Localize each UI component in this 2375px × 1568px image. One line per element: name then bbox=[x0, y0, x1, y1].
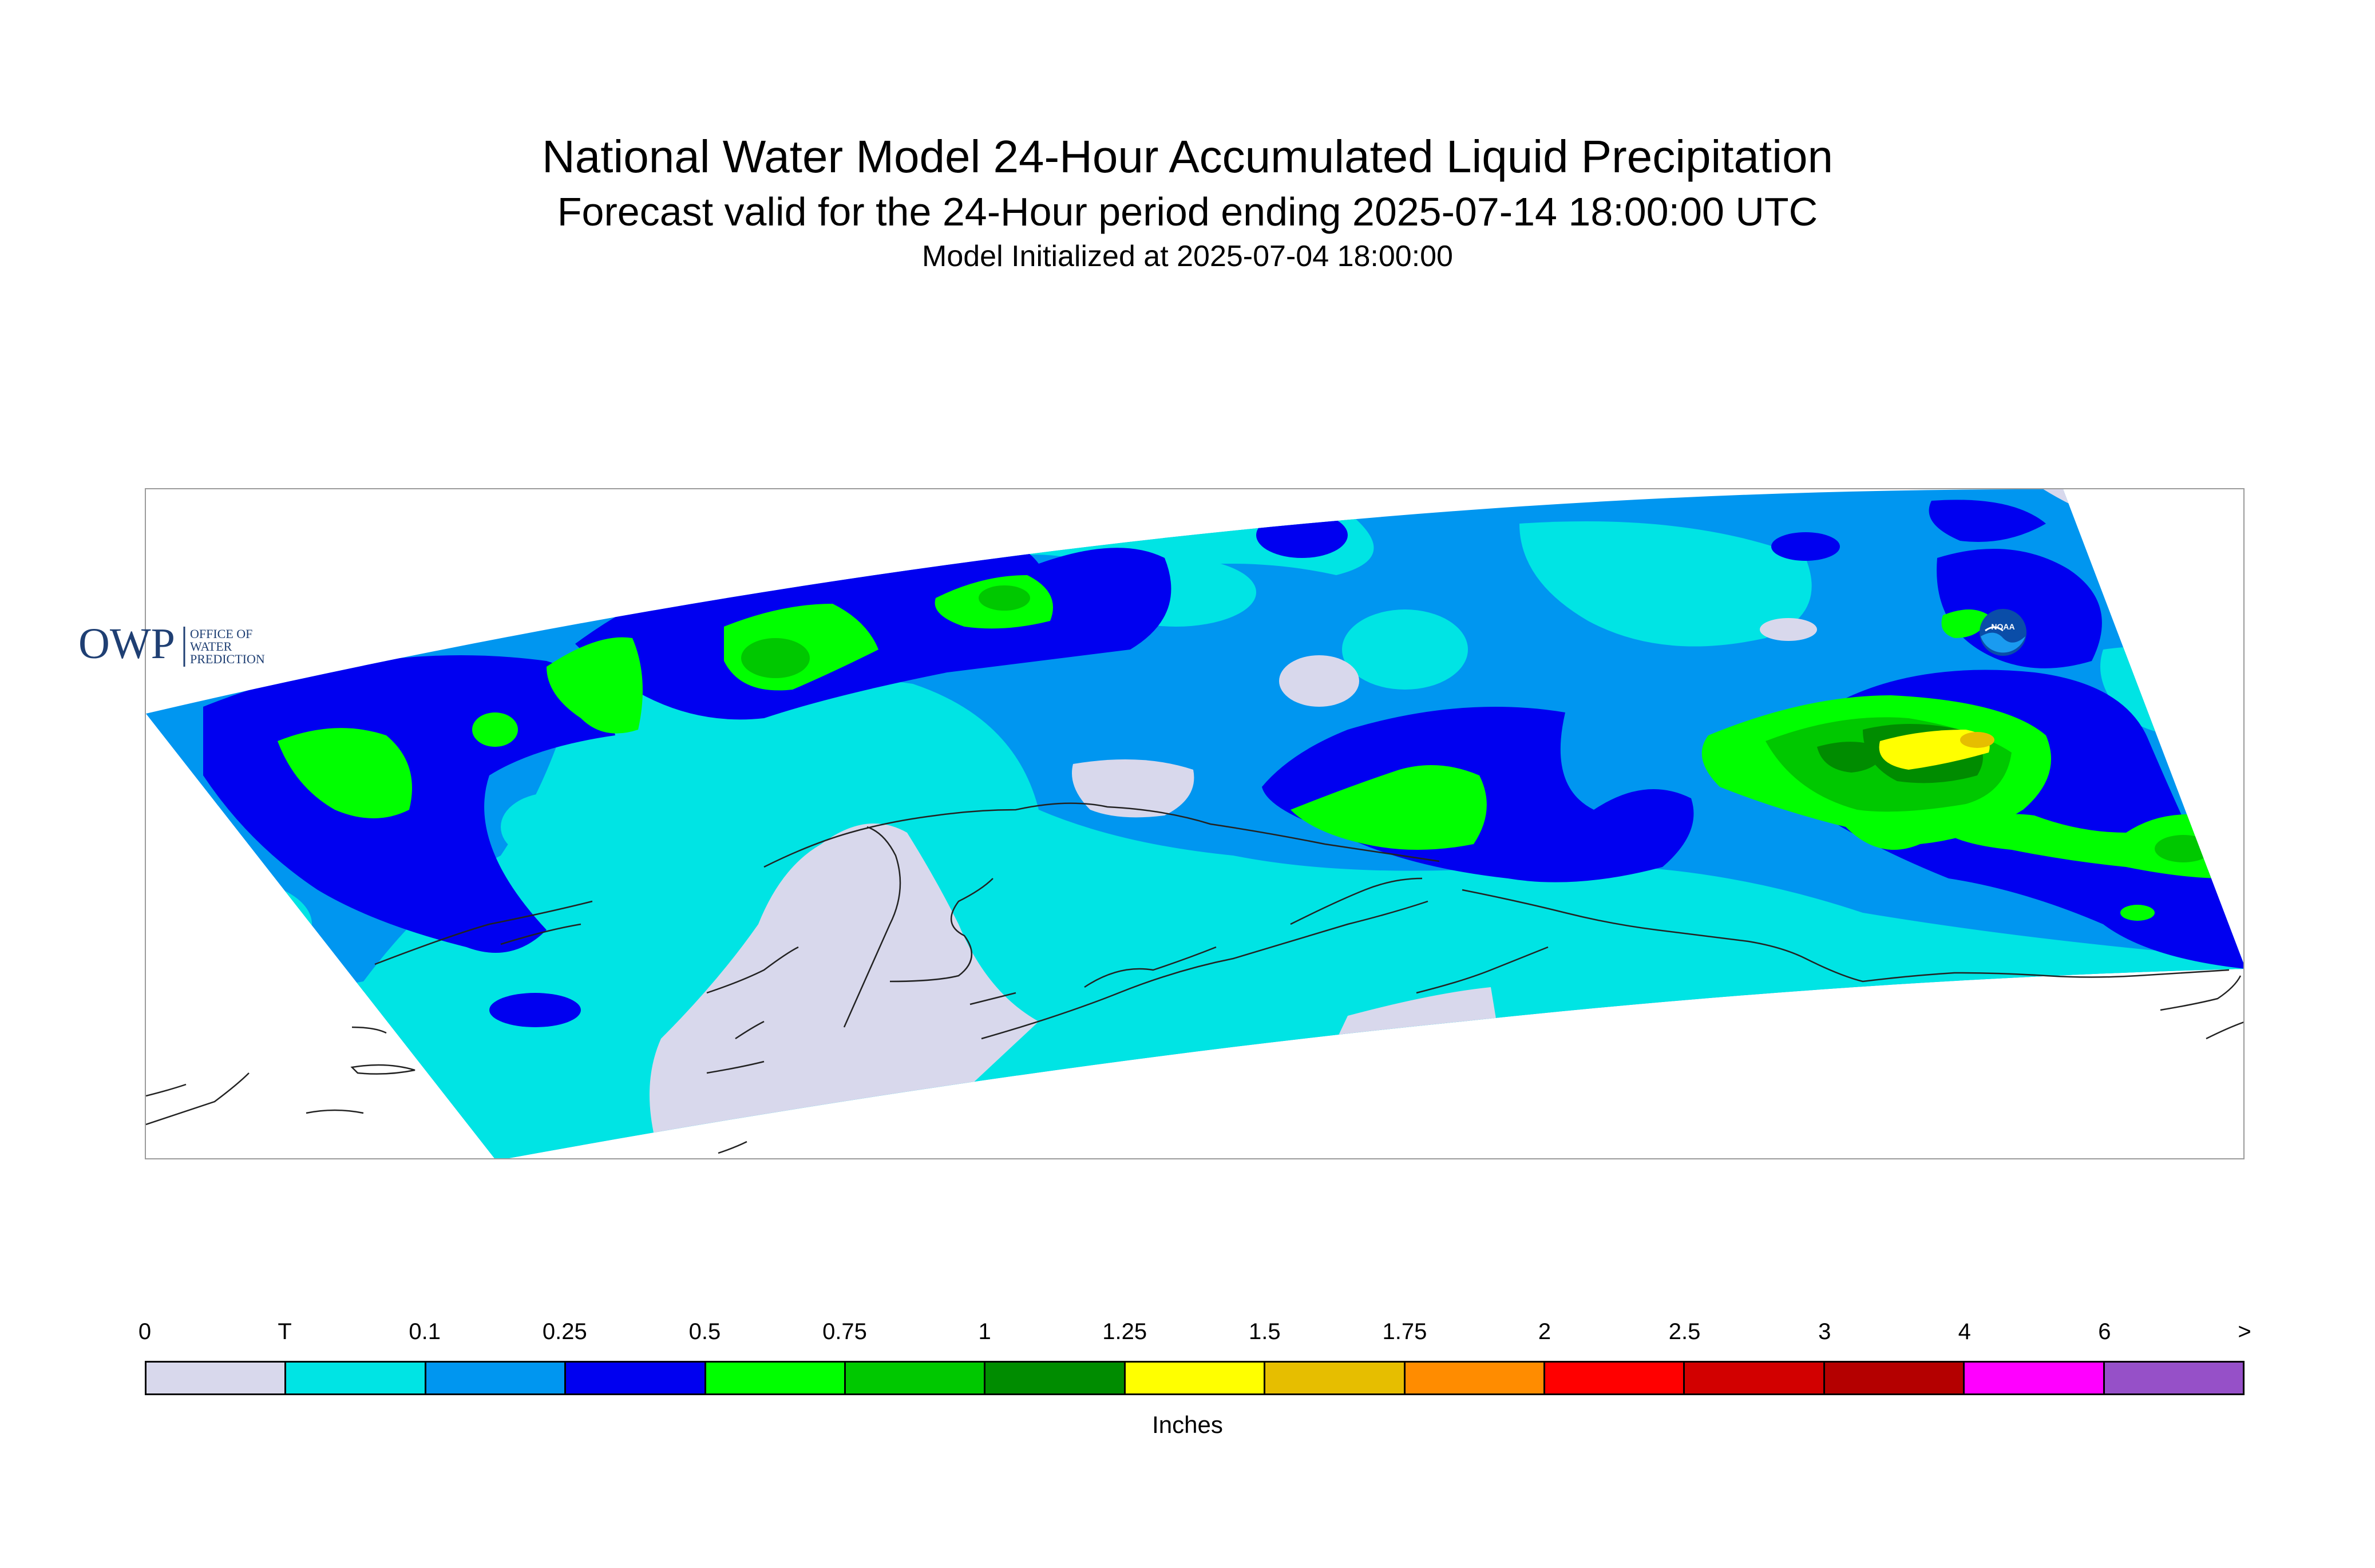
colorbar-label: 2 bbox=[1538, 1319, 1551, 1344]
model-init-text: Model Initialized at 2025-07-04 18:00:00 bbox=[922, 240, 1453, 273]
noaa-logo-mark: NOAA bbox=[1991, 622, 2014, 631]
colorbar-swatch bbox=[1405, 1363, 1546, 1393]
colorbar-swatch bbox=[1685, 1363, 1825, 1393]
colorbar-label: 1.5 bbox=[1248, 1319, 1281, 1344]
owp-logo: OWP OFFICE OF WATER PREDICTION bbox=[78, 620, 265, 668]
colorbar-swatch bbox=[706, 1363, 846, 1393]
colorbar-swatch bbox=[846, 1363, 986, 1393]
colorbar-label: 0.5 bbox=[688, 1319, 721, 1344]
colorbar-swatch bbox=[286, 1363, 426, 1393]
colorbar-swatch bbox=[1545, 1363, 1685, 1393]
colorbar-label: 0.25 bbox=[542, 1319, 587, 1344]
owp-logo-text-1: OFFICE OF bbox=[190, 627, 252, 641]
map-title: National Water Model 24-Hour Accumulated… bbox=[542, 131, 1833, 182]
precipitation-map bbox=[145, 488, 2245, 1159]
colorbar-labels: 0 T 0.1 0.25 0.5 0.75 1 1.25 1.5 1.75 2 2.5 3 4 6 > bbox=[0, 1319, 2375, 1353]
colorbar-swatch bbox=[1965, 1363, 2105, 1393]
owp-logo-mark: OWP bbox=[78, 620, 175, 668]
colorbar-label: 0.75 bbox=[822, 1319, 867, 1344]
owp-logo-text-3: PREDICTION bbox=[190, 652, 265, 666]
colorbar-label: 2.5 bbox=[1668, 1319, 1701, 1344]
colorbar-swatch bbox=[1824, 1363, 1965, 1393]
colorbar-swatch bbox=[1265, 1363, 1406, 1393]
colorbar-swatch bbox=[1125, 1363, 1266, 1393]
precipitation-map-canvas bbox=[146, 489, 2243, 1158]
colorbar-label: 6 bbox=[2098, 1319, 2111, 1344]
colorbar-swatch bbox=[147, 1363, 287, 1393]
colorbar-label: 0.1 bbox=[409, 1319, 441, 1344]
colorbar-swatch bbox=[985, 1363, 1126, 1393]
colorbar-label: > bbox=[2238, 1319, 2251, 1344]
owp-logo-text-2: WATER bbox=[190, 639, 232, 654]
colorbar-label: 1 bbox=[978, 1319, 991, 1344]
colorbar-label: 1.75 bbox=[1382, 1319, 1427, 1344]
colorbar-swatch bbox=[426, 1363, 567, 1393]
colorbar-units: Inches bbox=[1152, 1411, 1223, 1438]
coastlines bbox=[146, 802, 2243, 1154]
colorbar-swatch bbox=[2104, 1363, 2243, 1393]
precip-colorbar bbox=[145, 1361, 2245, 1395]
colorbar-label: 3 bbox=[1818, 1319, 1831, 1344]
colorbar-label: T bbox=[278, 1319, 292, 1344]
map-subtitle: Forecast valid for the 24-Hour period en… bbox=[557, 189, 1818, 234]
noaa-logo: NOAA bbox=[1980, 609, 2026, 656]
colorbar-swatch bbox=[566, 1363, 706, 1393]
colorbar-label: 1.25 bbox=[1102, 1319, 1147, 1344]
colorbar-label: 0 bbox=[138, 1319, 152, 1344]
1.5-areas bbox=[1960, 732, 1994, 748]
colorbar-label: 4 bbox=[1958, 1319, 1971, 1344]
